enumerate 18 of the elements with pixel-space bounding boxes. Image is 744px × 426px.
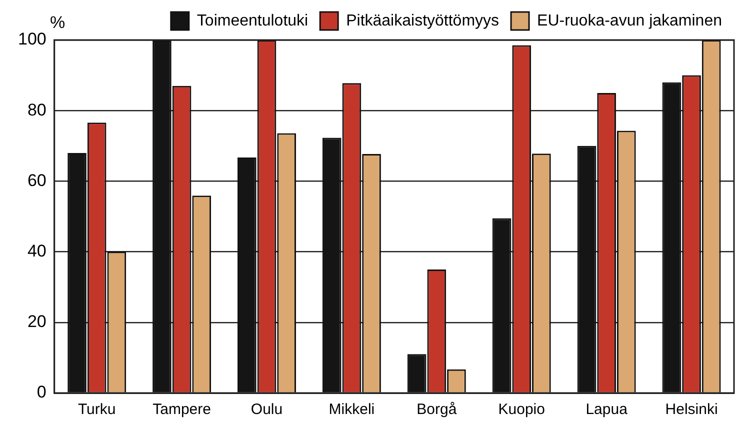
x-tick-label: Mikkeli <box>328 401 375 418</box>
x-tick-label: Helsinki <box>665 401 718 418</box>
x-tick-label: Oulu <box>250 401 283 418</box>
y-tick-label: 100 <box>18 30 46 49</box>
y-tick-label: 20 <box>27 312 46 332</box>
legend-label: Pitkäaikaistyöttömyys <box>346 12 500 30</box>
x-tick-label: Borgå <box>416 401 458 418</box>
y-tick-label: 80 <box>27 100 46 120</box>
legend-label: Toimeentulotuki <box>196 12 308 30</box>
x-tick-label: Kuopio <box>498 401 545 418</box>
x-tick-label: Turku <box>78 401 116 418</box>
y-tick-label: 40 <box>27 241 46 260</box>
y-axis-title: % <box>50 13 66 32</box>
y-tick-label: 0 <box>36 382 46 402</box>
legend-label: EU-ruoka-avun jakaminen <box>537 12 722 30</box>
x-tick-label: Lapua <box>586 401 628 418</box>
x-tick-label: Tampere <box>152 401 211 418</box>
y-tick-label: 60 <box>27 170 46 190</box>
